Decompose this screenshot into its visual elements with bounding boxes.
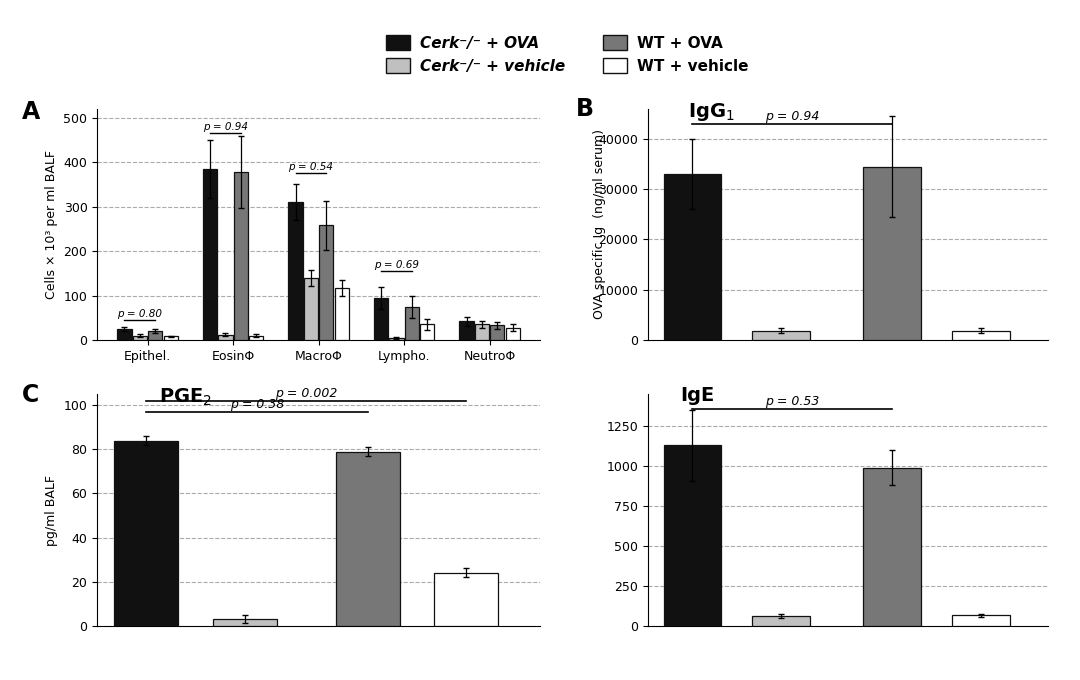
Bar	[490, 325, 504, 340]
Bar	[434, 573, 498, 626]
Text: PGE$_2$: PGE$_2$	[159, 386, 213, 407]
Bar	[863, 468, 921, 626]
Bar	[953, 615, 1010, 626]
Bar	[389, 338, 404, 340]
Y-axis label: Cells × 10³ per ml BALF: Cells × 10³ per ml BALF	[45, 150, 58, 299]
Text: p = 0.94: p = 0.94	[203, 122, 248, 133]
Bar	[420, 324, 434, 340]
Bar	[249, 335, 264, 340]
Bar	[218, 335, 232, 340]
Bar	[505, 328, 519, 340]
Bar	[319, 225, 334, 340]
Text: C: C	[22, 383, 39, 407]
Bar	[953, 331, 1010, 340]
Text: B: B	[576, 97, 594, 121]
Bar	[459, 322, 474, 340]
Bar	[753, 616, 810, 626]
Bar	[663, 445, 721, 626]
Bar	[303, 277, 319, 340]
Bar	[148, 331, 162, 340]
Text: A: A	[22, 99, 40, 124]
Text: p = 0.69: p = 0.69	[374, 260, 419, 270]
Bar	[163, 337, 178, 340]
Bar	[233, 172, 248, 340]
Bar	[663, 174, 721, 340]
Bar	[475, 324, 489, 340]
Text: p = 0.38: p = 0.38	[230, 398, 284, 411]
Bar	[863, 167, 921, 340]
Text: p = 0.002: p = 0.002	[275, 387, 337, 400]
Bar	[288, 202, 302, 340]
Text: p = 0.53: p = 0.53	[765, 394, 820, 408]
Bar	[118, 329, 132, 340]
Bar	[336, 452, 400, 626]
Text: IgG$_1$: IgG$_1$	[688, 101, 734, 122]
Bar	[405, 307, 419, 340]
Y-axis label: pg/ml BALF: pg/ml BALF	[45, 475, 58, 545]
Bar	[374, 298, 388, 340]
Text: IgE: IgE	[680, 386, 714, 405]
Bar	[335, 288, 349, 340]
Legend: Cerk⁻/⁻ + OVA, Cerk⁻/⁻ + vehicle, WT + OVA, WT + vehicle: Cerk⁻/⁻ + OVA, Cerk⁻/⁻ + vehicle, WT + O…	[386, 35, 748, 73]
Bar	[114, 441, 178, 626]
Text: p = 0.94: p = 0.94	[765, 109, 820, 123]
Bar	[753, 331, 810, 340]
Text: OVA specific Ig  (ng/ml serum): OVA specific Ig (ng/ml serum)	[593, 129, 606, 320]
Bar	[133, 335, 147, 340]
Bar	[213, 619, 276, 626]
Text: p = 0.54: p = 0.54	[288, 163, 334, 172]
Text: p = 0.80: p = 0.80	[118, 309, 162, 319]
Bar	[203, 169, 217, 340]
